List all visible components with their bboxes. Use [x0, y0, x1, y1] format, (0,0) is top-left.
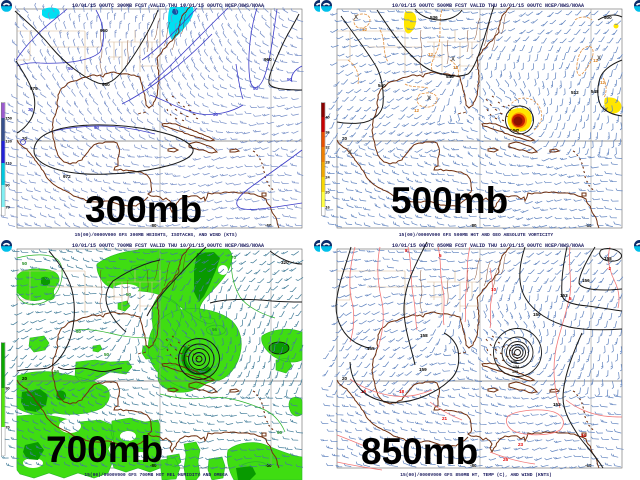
svg-text:15(00)/0000V000 GFS 850MB HT,: 15(00)/0000V000 GFS 850MB HT, TEMP (C), …: [400, 472, 552, 478]
svg-text:20: 20: [342, 136, 348, 141]
svg-text:20: 20: [342, 376, 348, 381]
svg-text:158: 158: [604, 256, 612, 261]
svg-text:156: 156: [582, 278, 590, 283]
svg-text:12: 12: [414, 108, 420, 113]
svg-text:15(00)/0000V000 GFS 300MB HEIG: 15(00)/0000V000 GFS 300MB HEIGHTS, ISOTA…: [75, 232, 238, 238]
svg-text:36: 36: [325, 130, 330, 135]
svg-text:-80: -80: [150, 463, 157, 468]
svg-text:155: 155: [367, 346, 375, 351]
svg-text:536: 536: [430, 15, 438, 20]
svg-text:50: 50: [22, 261, 28, 266]
svg-text:90: 90: [5, 386, 9, 391]
svg-text:130: 130: [5, 139, 11, 144]
svg-text:20: 20: [325, 190, 329, 195]
svg-text:-2: -2: [607, 266, 612, 271]
svg-text:X: X: [427, 96, 431, 102]
svg-text:500: 500: [604, 15, 612, 20]
svg-text:960: 960: [264, 57, 272, 62]
svg-text:56: 56: [212, 327, 218, 332]
svg-text:70: 70: [231, 255, 237, 260]
svg-text:158: 158: [420, 333, 428, 338]
svg-text:40: 40: [325, 115, 329, 120]
svg-text:-80: -80: [470, 223, 477, 228]
svg-text:30: 30: [213, 112, 219, 117]
svg-text:10/01/15 00UTC 500MB FCST VA: 10/01/15 00UTC 500MB FCST VALID THU 10/0…: [392, 3, 584, 9]
svg-text:12: 12: [600, 80, 606, 85]
svg-text:320: 320: [281, 260, 289, 265]
svg-text:5: 5: [439, 253, 442, 258]
svg-text:153: 153: [560, 293, 568, 298]
svg-text:500mb: 500mb: [391, 180, 508, 221]
svg-text:960: 960: [102, 82, 110, 87]
svg-text:70: 70: [5, 425, 9, 430]
svg-text:50: 50: [277, 430, 283, 435]
svg-text:545: 545: [513, 129, 519, 133]
svg-text:-60: -60: [265, 463, 272, 468]
svg-text:32: 32: [325, 145, 330, 150]
svg-text:90: 90: [94, 125, 100, 130]
svg-text:10/01/15 00UTC 700MB FCST VA: 10/01/15 00UTC 700MB FCST VALID THU 10/0…: [72, 243, 264, 249]
svg-text:18: 18: [399, 389, 405, 394]
svg-text:50: 50: [76, 329, 82, 334]
svg-text:70: 70: [5, 205, 9, 210]
svg-text:12: 12: [362, 27, 368, 32]
svg-text:110: 110: [5, 161, 11, 166]
svg-text:30: 30: [28, 107, 34, 112]
svg-text:150: 150: [533, 312, 541, 317]
svg-text:15(00)/0000V000 GFS 500MB HGT: 15(00)/0000V000 GFS 500MB HGT AND GEO AB…: [399, 232, 554, 238]
svg-text:159: 159: [419, 367, 427, 372]
svg-text:25: 25: [503, 457, 509, 462]
svg-text:300mb: 300mb: [85, 189, 202, 230]
svg-text:28: 28: [325, 160, 330, 165]
svg-text:50: 50: [287, 77, 293, 82]
svg-text:12: 12: [428, 52, 434, 57]
svg-text:15(00)/0000V000 GFS 700MB HGT: 15(00)/0000V000 GFS 700MB HGT REL HUMIDI…: [84, 472, 228, 478]
svg-text:X: X: [348, 150, 352, 156]
svg-text:50: 50: [68, 66, 74, 71]
svg-text:50: 50: [126, 292, 132, 297]
svg-text:X: X: [354, 15, 358, 21]
svg-text:20: 20: [22, 136, 28, 141]
svg-text:20: 20: [22, 376, 28, 381]
svg-text:16: 16: [361, 389, 367, 394]
svg-text:10/01/15 00UTC 850MB FCST VA: 10/01/15 00UTC 850MB FCST VALID THU 10/0…: [392, 243, 584, 249]
svg-text:24: 24: [325, 175, 330, 180]
svg-text:X: X: [597, 56, 601, 62]
svg-text:50: 50: [253, 86, 259, 91]
svg-text:16: 16: [325, 205, 330, 210]
svg-text:156: 156: [511, 360, 517, 364]
svg-text:10: 10: [491, 287, 497, 292]
svg-text:548: 548: [446, 74, 454, 79]
svg-text:23: 23: [518, 442, 524, 447]
svg-text:12: 12: [453, 65, 459, 70]
svg-text:972: 972: [63, 174, 71, 179]
svg-text:5: 5: [569, 296, 572, 301]
svg-text:975: 975: [30, 86, 38, 91]
svg-text:12: 12: [593, 58, 599, 63]
svg-text:21: 21: [581, 433, 587, 438]
svg-text:21: 21: [442, 416, 448, 421]
svg-text:150: 150: [5, 116, 11, 121]
svg-text:512: 512: [571, 90, 579, 95]
svg-text:850mb: 850mb: [361, 431, 478, 472]
svg-text:90: 90: [5, 183, 9, 188]
svg-text:153: 153: [512, 370, 518, 374]
svg-text:548: 548: [591, 89, 599, 94]
svg-text:540: 540: [378, 83, 386, 88]
svg-text:700mb: 700mb: [46, 429, 163, 470]
svg-text:-80: -80: [470, 463, 477, 468]
svg-text:8: 8: [405, 248, 408, 253]
svg-text:X: X: [451, 57, 455, 63]
svg-text:50: 50: [104, 352, 110, 357]
svg-text:153: 153: [553, 402, 561, 407]
svg-text:10/01/15 00UTC 300MB FCST VA: 10/01/15 00UTC 300MB FCST VALID THU 10/0…: [72, 3, 264, 9]
svg-text:56: 56: [54, 369, 60, 374]
svg-text:154: 154: [513, 365, 519, 369]
svg-text:960: 960: [100, 28, 108, 33]
svg-text:-80: -80: [150, 223, 157, 228]
